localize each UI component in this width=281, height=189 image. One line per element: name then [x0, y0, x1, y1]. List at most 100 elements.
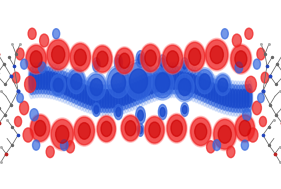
Ellipse shape — [45, 63, 52, 98]
Ellipse shape — [57, 70, 62, 97]
Ellipse shape — [185, 68, 191, 96]
Ellipse shape — [148, 67, 155, 102]
Ellipse shape — [151, 66, 158, 101]
Ellipse shape — [179, 63, 186, 98]
Ellipse shape — [253, 59, 260, 69]
Ellipse shape — [152, 70, 157, 98]
Ellipse shape — [88, 87, 92, 105]
Ellipse shape — [218, 78, 225, 113]
Ellipse shape — [84, 77, 91, 113]
Ellipse shape — [180, 71, 184, 90]
Ellipse shape — [53, 29, 60, 39]
Ellipse shape — [155, 74, 159, 92]
Ellipse shape — [82, 80, 87, 108]
Ellipse shape — [213, 80, 219, 107]
Ellipse shape — [166, 67, 171, 94]
Ellipse shape — [52, 72, 56, 91]
Ellipse shape — [121, 116, 139, 141]
Ellipse shape — [231, 89, 235, 108]
Ellipse shape — [150, 65, 175, 100]
Ellipse shape — [213, 140, 221, 150]
Ellipse shape — [145, 117, 164, 143]
Ellipse shape — [158, 73, 162, 91]
Ellipse shape — [150, 75, 154, 94]
Ellipse shape — [185, 64, 192, 100]
Ellipse shape — [97, 51, 108, 67]
Ellipse shape — [190, 66, 197, 102]
Ellipse shape — [239, 90, 243, 108]
Ellipse shape — [81, 76, 88, 112]
Ellipse shape — [172, 71, 176, 89]
Ellipse shape — [92, 58, 100, 72]
Ellipse shape — [60, 140, 68, 150]
Ellipse shape — [233, 85, 238, 112]
Ellipse shape — [114, 105, 123, 120]
Ellipse shape — [74, 49, 86, 66]
Ellipse shape — [192, 75, 196, 93]
Ellipse shape — [126, 77, 133, 112]
Ellipse shape — [64, 69, 71, 104]
Ellipse shape — [67, 68, 86, 96]
Ellipse shape — [181, 103, 189, 116]
Ellipse shape — [169, 71, 173, 89]
Ellipse shape — [261, 72, 269, 83]
Ellipse shape — [141, 45, 160, 72]
Ellipse shape — [194, 71, 199, 99]
Ellipse shape — [184, 41, 206, 72]
Ellipse shape — [114, 55, 123, 70]
Ellipse shape — [176, 63, 183, 98]
Ellipse shape — [34, 62, 41, 98]
Ellipse shape — [160, 67, 166, 95]
Ellipse shape — [28, 63, 35, 99]
Ellipse shape — [199, 74, 210, 90]
Ellipse shape — [92, 45, 113, 74]
Ellipse shape — [143, 73, 149, 101]
Ellipse shape — [119, 53, 130, 68]
Ellipse shape — [102, 89, 106, 108]
Ellipse shape — [17, 93, 23, 103]
Ellipse shape — [175, 74, 194, 100]
Ellipse shape — [138, 110, 143, 121]
Ellipse shape — [245, 89, 249, 108]
Ellipse shape — [111, 73, 126, 93]
Ellipse shape — [259, 116, 266, 127]
Ellipse shape — [235, 62, 243, 73]
Ellipse shape — [241, 85, 247, 112]
Ellipse shape — [85, 81, 90, 109]
Ellipse shape — [136, 51, 145, 67]
Ellipse shape — [241, 140, 248, 150]
Ellipse shape — [21, 59, 28, 69]
Ellipse shape — [213, 118, 237, 151]
Ellipse shape — [94, 106, 99, 114]
Ellipse shape — [136, 107, 145, 124]
Ellipse shape — [70, 71, 77, 107]
Ellipse shape — [197, 77, 201, 95]
Ellipse shape — [79, 79, 85, 107]
Ellipse shape — [125, 121, 136, 136]
Ellipse shape — [144, 115, 165, 144]
Ellipse shape — [178, 78, 191, 96]
Ellipse shape — [130, 84, 134, 102]
Ellipse shape — [47, 40, 69, 70]
Ellipse shape — [234, 89, 237, 108]
Ellipse shape — [210, 78, 216, 106]
Ellipse shape — [40, 66, 46, 94]
Ellipse shape — [132, 78, 138, 106]
Ellipse shape — [239, 120, 251, 136]
Ellipse shape — [142, 69, 149, 105]
Ellipse shape — [87, 82, 93, 110]
Ellipse shape — [66, 77, 70, 96]
Ellipse shape — [217, 85, 221, 104]
Ellipse shape — [221, 79, 228, 114]
Ellipse shape — [76, 74, 83, 109]
Ellipse shape — [146, 72, 152, 100]
Ellipse shape — [182, 106, 187, 114]
Ellipse shape — [31, 67, 37, 94]
Ellipse shape — [240, 81, 247, 116]
Ellipse shape — [149, 71, 155, 98]
Ellipse shape — [44, 71, 47, 90]
Ellipse shape — [112, 81, 119, 116]
Ellipse shape — [106, 81, 113, 117]
Ellipse shape — [246, 80, 253, 116]
Ellipse shape — [219, 86, 224, 105]
